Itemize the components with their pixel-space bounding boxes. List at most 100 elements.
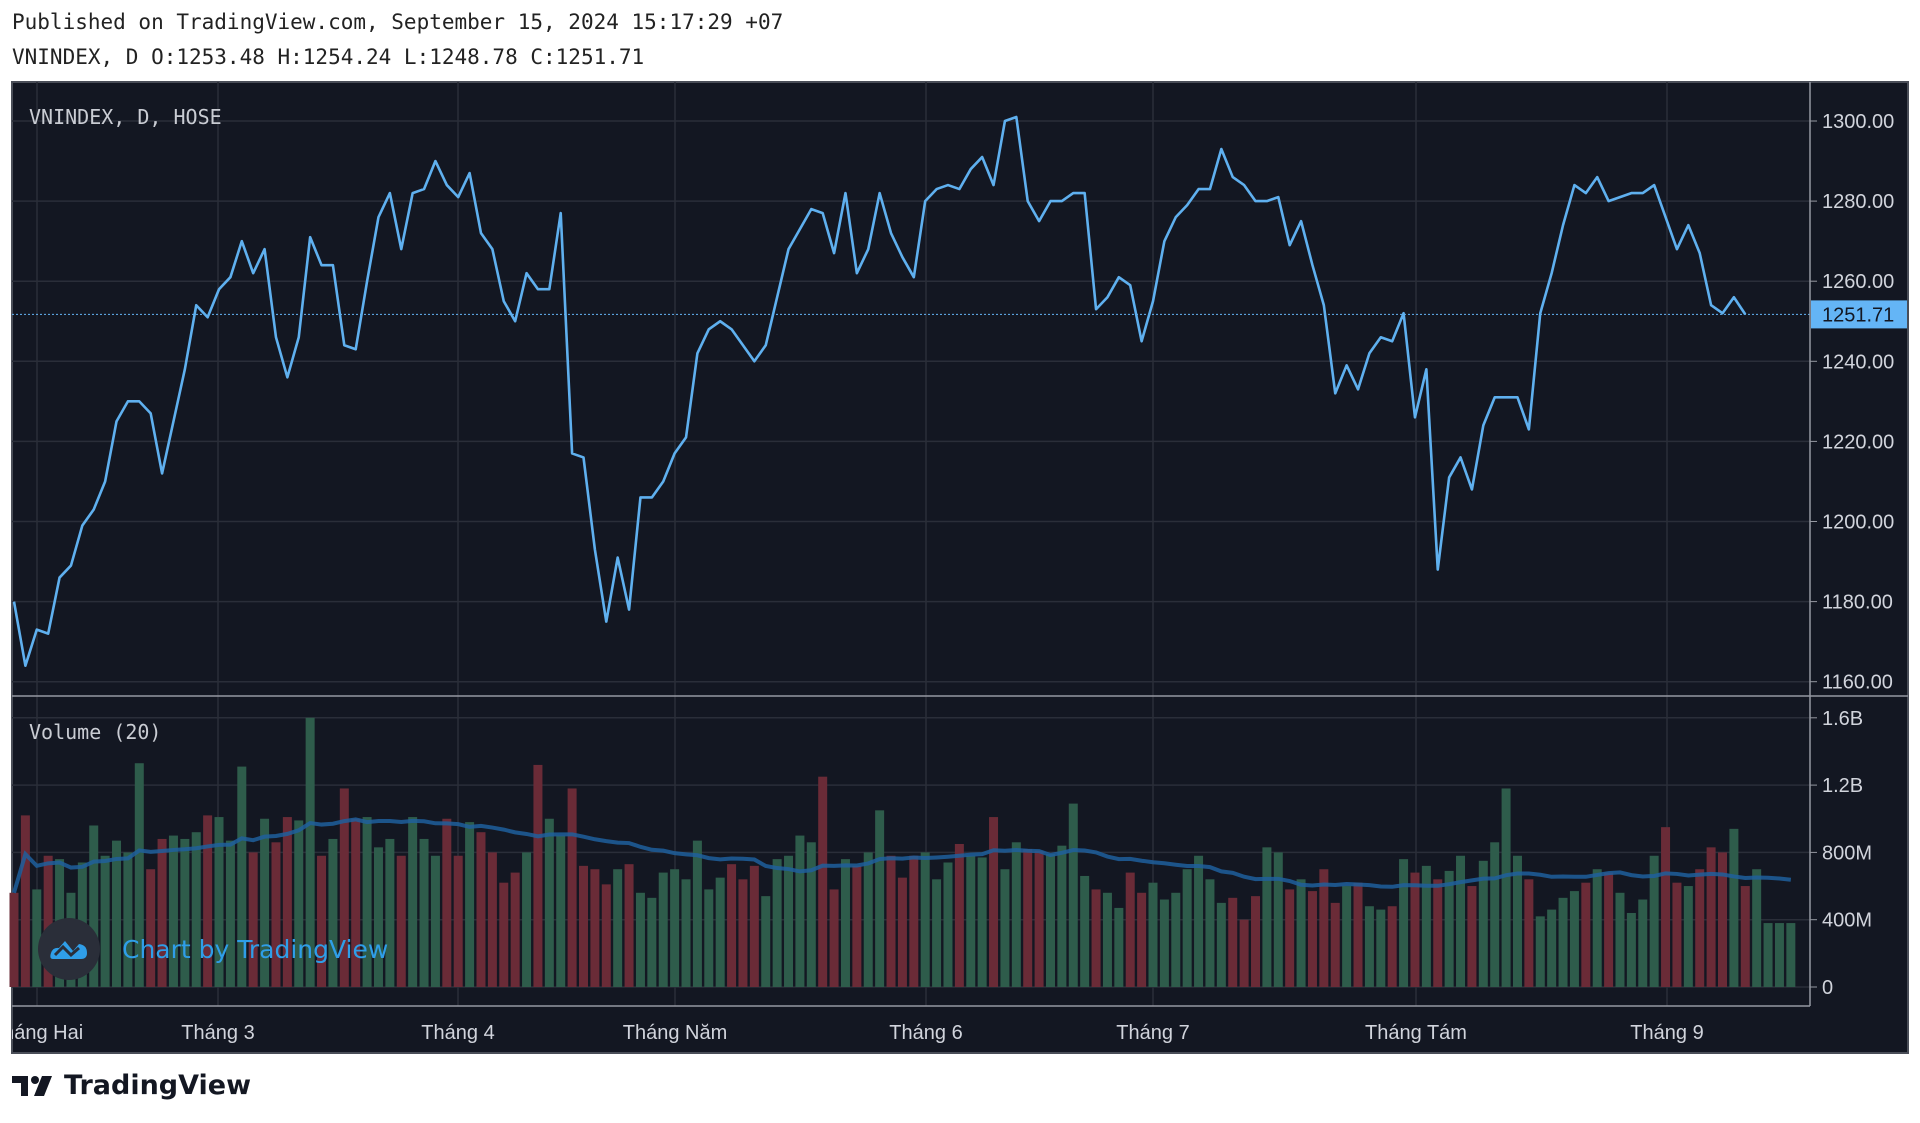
volume-bar xyxy=(681,879,691,987)
volume-bar xyxy=(544,818,554,987)
volume-bar xyxy=(237,766,247,987)
volume-bar xyxy=(180,838,190,987)
volume-bar xyxy=(1683,886,1693,987)
volume-bar xyxy=(954,843,964,987)
last-price-value: 1251.71 xyxy=(1822,304,1894,326)
volume-bar xyxy=(1342,886,1352,987)
volume-bar xyxy=(1569,891,1579,987)
volume-bar xyxy=(1638,899,1648,987)
volume-bar xyxy=(1228,897,1238,987)
footer-logo[interactable]: TradingView xyxy=(12,1070,251,1101)
volume-bar xyxy=(20,815,30,987)
volume-bar xyxy=(328,838,338,987)
volume-bar xyxy=(1547,909,1557,987)
volume-bar xyxy=(1102,892,1112,987)
volume-bar xyxy=(761,896,771,987)
footer-logo-text: TradingView xyxy=(64,1070,252,1101)
volume-bar xyxy=(1182,869,1192,987)
volume-bar xyxy=(1421,865,1431,987)
time-tick-label: Tháng Hai xyxy=(0,1022,83,1044)
volume-bar xyxy=(863,852,873,987)
volume-bar xyxy=(1262,847,1272,987)
volume-bar xyxy=(499,882,509,987)
volume-tick-label: 0 xyxy=(1822,977,1833,999)
volume-ma-line xyxy=(12,817,1792,894)
price-tick-label: 1160.00 xyxy=(1822,672,1893,694)
volume-bar xyxy=(818,776,828,987)
volume-bar xyxy=(294,820,304,987)
volume-bar xyxy=(1399,859,1409,987)
volume-bar xyxy=(317,855,327,987)
volume-bar xyxy=(487,852,497,987)
volume-bar xyxy=(590,869,600,987)
price-tick-label: 1180.00 xyxy=(1822,592,1893,614)
volume-bar xyxy=(1159,899,1169,987)
volume-bar xyxy=(1604,872,1614,987)
volume-bar xyxy=(920,852,930,987)
volume-bar xyxy=(191,832,201,987)
volume-bar xyxy=(1763,923,1773,987)
volume-bar xyxy=(795,835,805,987)
volume-bar xyxy=(1273,852,1283,987)
volume-bar xyxy=(1057,845,1067,987)
published-line: Published on TradingView.com, September … xyxy=(12,10,784,34)
volume-bar xyxy=(1410,872,1420,987)
volume-bar xyxy=(225,840,235,987)
volume-bar xyxy=(1285,889,1295,987)
volume-bar xyxy=(875,810,885,987)
time-tick-label: Tháng 9 xyxy=(1630,1022,1703,1044)
volume-bar xyxy=(100,855,110,987)
volume-bar xyxy=(1148,882,1158,987)
volume-bar xyxy=(1080,875,1090,987)
volume-bar xyxy=(1239,919,1249,987)
time-tick-label: Tháng 7 xyxy=(1116,1022,1189,1044)
tradingview-cloud-icon xyxy=(38,918,100,980)
volume-bar xyxy=(134,763,144,987)
volume-bar xyxy=(567,788,577,987)
volume-bar xyxy=(351,818,361,987)
volume-bar xyxy=(1216,902,1226,987)
volume-bars xyxy=(9,717,1796,987)
volume-bar xyxy=(1011,842,1021,987)
volume-bar xyxy=(146,869,156,987)
volume-bar xyxy=(692,840,702,987)
volume-bar xyxy=(1524,879,1534,987)
volume-bar xyxy=(727,864,737,987)
volume-pane-title: Volume (20) xyxy=(29,720,162,744)
volume-bar xyxy=(932,879,942,987)
volume-bar xyxy=(408,817,418,987)
volume-bar xyxy=(1501,788,1511,987)
volume-bar xyxy=(670,869,680,987)
volume-bar xyxy=(1535,916,1545,987)
last-price-badge xyxy=(1811,300,1907,329)
volume-bar xyxy=(1171,892,1181,987)
volume-tick-label: 1.6B xyxy=(1822,708,1863,730)
volume-bar xyxy=(1615,892,1625,987)
volume-bar xyxy=(1353,882,1363,987)
volume-bar xyxy=(533,764,543,987)
volume-bar xyxy=(784,855,794,987)
volume-bar xyxy=(430,855,440,987)
volume-bar xyxy=(658,872,668,987)
volume-bar xyxy=(579,865,588,987)
volume-bar xyxy=(1023,849,1033,987)
volume-bar xyxy=(373,847,383,987)
volume-bar xyxy=(1456,855,1466,987)
volume-bar xyxy=(1512,855,1522,987)
chart-by-tradingview-watermark[interactable]: Chart by TradingView xyxy=(38,918,388,980)
volume-bar xyxy=(32,889,42,987)
price-tick-label: 1200.00 xyxy=(1822,512,1894,534)
volume-bar xyxy=(977,857,987,987)
volume-bar xyxy=(1330,902,1340,987)
volume-bar xyxy=(1205,879,1215,987)
volume-bar xyxy=(1478,860,1488,987)
price-tick-label: 1300.00 xyxy=(1822,111,1894,133)
volume-bar xyxy=(1000,869,1010,987)
volume-bar xyxy=(1045,854,1055,987)
volume-bar xyxy=(1125,872,1135,987)
volume-bar xyxy=(1194,855,1204,987)
price-tick-label: 1280.00 xyxy=(1822,191,1894,213)
volume-bar xyxy=(1114,907,1124,987)
volume-bar xyxy=(806,842,816,987)
